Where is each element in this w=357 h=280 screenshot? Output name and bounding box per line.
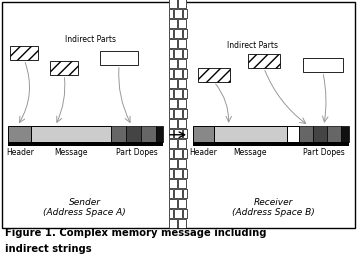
Bar — [174, 169, 182, 178]
Bar — [178, 59, 186, 68]
Text: Part Dopes: Part Dopes — [303, 148, 345, 157]
Bar — [214, 126, 287, 142]
Bar — [183, 69, 187, 78]
Bar — [174, 29, 182, 38]
Bar — [50, 61, 78, 75]
Bar — [100, 51, 138, 65]
Bar — [169, 189, 173, 198]
Text: Header: Header — [190, 148, 217, 157]
Bar — [8, 126, 31, 142]
Bar — [183, 189, 187, 198]
Text: Indirect Parts: Indirect Parts — [227, 41, 278, 50]
Text: Receiver
(Address Space B): Receiver (Address Space B) — [232, 198, 315, 217]
Bar — [178, 79, 186, 88]
Bar — [169, 129, 173, 138]
Bar — [303, 58, 343, 72]
Bar — [183, 29, 187, 38]
Bar — [169, 49, 173, 58]
Text: Figure 1. Complex memory message including: Figure 1. Complex memory message includi… — [5, 228, 266, 238]
Bar — [169, 19, 177, 28]
Bar — [31, 126, 111, 142]
Bar — [178, 219, 186, 228]
Bar — [8, 142, 163, 146]
Bar — [183, 169, 187, 178]
Bar — [174, 49, 182, 58]
Bar — [169, 2, 187, 228]
Bar — [193, 142, 349, 146]
Bar — [178, 39, 186, 48]
Bar — [183, 129, 187, 138]
Bar — [141, 126, 156, 142]
Bar — [183, 89, 187, 98]
Bar — [111, 126, 126, 142]
Bar — [193, 126, 214, 142]
Bar — [341, 126, 349, 142]
Bar — [178, 99, 186, 108]
Bar — [169, 159, 177, 168]
Bar — [169, 119, 177, 128]
Bar — [178, 139, 186, 148]
Text: Message: Message — [54, 148, 88, 157]
Bar — [169, 169, 173, 178]
Bar — [169, 69, 173, 78]
Bar — [169, 179, 177, 188]
Text: Message: Message — [233, 148, 267, 157]
Bar — [169, 59, 177, 68]
Bar — [178, 199, 186, 208]
Text: Sender
(Address Space A): Sender (Address Space A) — [43, 198, 126, 217]
Bar — [174, 9, 182, 18]
Bar — [287, 126, 299, 142]
Bar — [299, 126, 313, 142]
Bar — [174, 89, 182, 98]
Bar — [178, 179, 186, 188]
Bar — [174, 129, 182, 138]
Bar — [169, 0, 177, 8]
Bar — [327, 126, 341, 142]
Bar — [169, 149, 173, 158]
Bar — [174, 149, 182, 158]
Bar — [169, 139, 177, 148]
Bar — [183, 49, 187, 58]
Bar — [313, 126, 327, 142]
Bar — [183, 9, 187, 18]
Bar — [178, 159, 186, 168]
Bar — [156, 126, 163, 142]
Bar — [169, 89, 173, 98]
Text: indirect strings: indirect strings — [5, 244, 92, 254]
Bar — [183, 209, 187, 218]
Bar — [174, 189, 182, 198]
Text: Header: Header — [6, 148, 34, 157]
Bar — [174, 209, 182, 218]
Bar — [174, 109, 182, 118]
Bar — [183, 109, 187, 118]
Bar — [126, 126, 141, 142]
Bar — [174, 69, 182, 78]
Bar — [178, 0, 186, 8]
Text: Part Dopes: Part Dopes — [116, 148, 158, 157]
Bar — [169, 219, 177, 228]
Bar — [169, 39, 177, 48]
Bar — [198, 68, 230, 82]
Text: Indirect Parts: Indirect Parts — [65, 35, 116, 44]
Bar — [10, 46, 38, 60]
Bar — [169, 29, 173, 38]
Bar — [169, 209, 173, 218]
Bar — [169, 109, 173, 118]
Bar — [248, 54, 280, 68]
Bar — [178, 19, 186, 28]
Bar — [169, 99, 177, 108]
Bar — [169, 9, 173, 18]
Bar — [178, 119, 186, 128]
Bar — [169, 79, 177, 88]
Bar — [183, 149, 187, 158]
Bar — [169, 199, 177, 208]
